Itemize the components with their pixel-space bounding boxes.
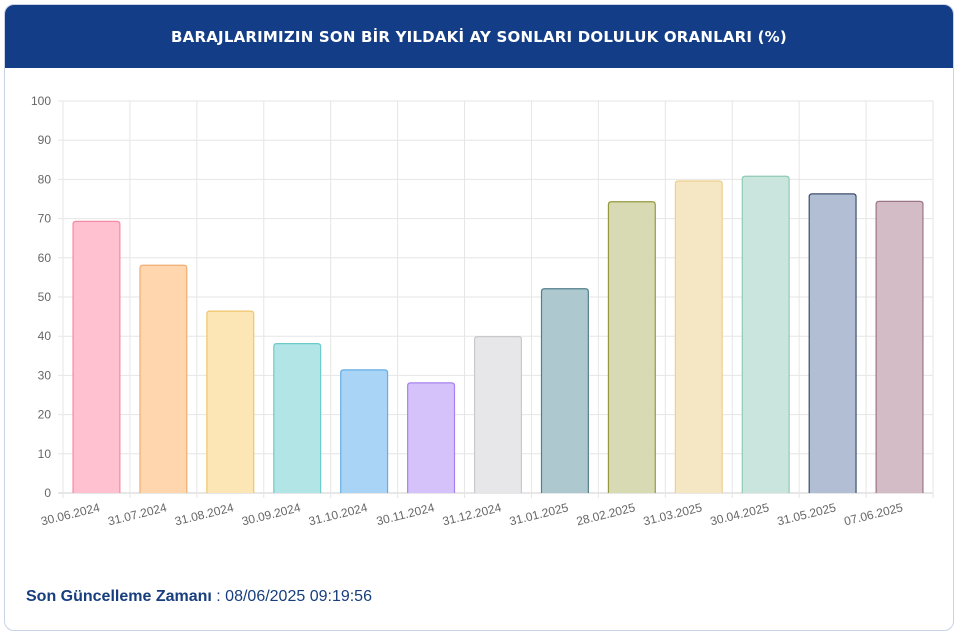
y-tick-label: 100 (31, 94, 51, 108)
x-tick-label: 30.09.2024 (240, 500, 302, 528)
x-tick-label: 31.07.2024 (106, 500, 168, 528)
bar (674, 180, 723, 493)
y-tick-label: 20 (38, 408, 52, 422)
x-tick-label: 31.12.2024 (441, 500, 503, 528)
x-tick-label: 28.02.2025 (575, 500, 637, 528)
chart-header: BARAJLARIMIZIN SON BİR YILDAKİ AY SONLAR… (5, 5, 953, 68)
y-tick-label: 30 (38, 368, 52, 382)
bar (473, 335, 523, 493)
bar (273, 343, 322, 493)
x-tick-label: 31.05.2025 (776, 500, 838, 528)
x-tick-label: 30.11.2024 (375, 500, 436, 528)
x-tick-label: 31.03.2025 (642, 500, 704, 528)
x-tick-label: 07.06.2025 (843, 500, 905, 528)
bar (72, 220, 121, 493)
bar (139, 264, 188, 493)
y-tick-label: 0 (44, 486, 51, 500)
last-update-value: : 08/06/2025 09:19:56 (216, 588, 372, 605)
y-tick-label: 50 (38, 290, 52, 304)
bar (340, 369, 389, 493)
x-tick-label: 31.10.2024 (307, 500, 369, 528)
y-tick-label: 90 (38, 133, 52, 147)
y-tick-label: 80 (38, 172, 52, 186)
bar (741, 175, 790, 493)
chart-card: BARAJLARIMIZIN SON BİR YILDAKİ AY SONLAR… (4, 4, 954, 631)
bar (540, 288, 589, 493)
last-update: Son Güncelleme Zamanı : 08/06/2025 09:19… (26, 588, 372, 606)
x-tick-label: 31.01.2025 (508, 500, 570, 528)
y-tick-label: 60 (38, 251, 52, 265)
bar (407, 382, 456, 493)
y-tick-label: 40 (38, 329, 52, 343)
bar (875, 200, 924, 493)
bar (607, 201, 656, 493)
x-tick-label: 31.08.2024 (173, 500, 235, 528)
bar (808, 193, 857, 493)
bar-chart-svg: 0 10 20 30 40 50 60 70 80 90 100 30.06.2024 31.07.20… (31, 94, 934, 528)
chart-title: BARAJLARIMIZIN SON BİR YILDAKİ AY SONLAR… (171, 27, 787, 46)
last-update-label: Son Güncelleme Zamanı (26, 588, 212, 605)
x-tick-label: 30.06.2024 (40, 500, 102, 528)
y-tick-label: 70 (38, 212, 52, 226)
y-tick-label: 10 (38, 447, 52, 461)
bar (206, 310, 255, 493)
bar-chart: 0 10 20 30 40 50 60 70 80 90 100 30.06.2024 31.07.20… (5, 68, 953, 548)
x-tick-label: 30.04.2025 (709, 500, 771, 528)
